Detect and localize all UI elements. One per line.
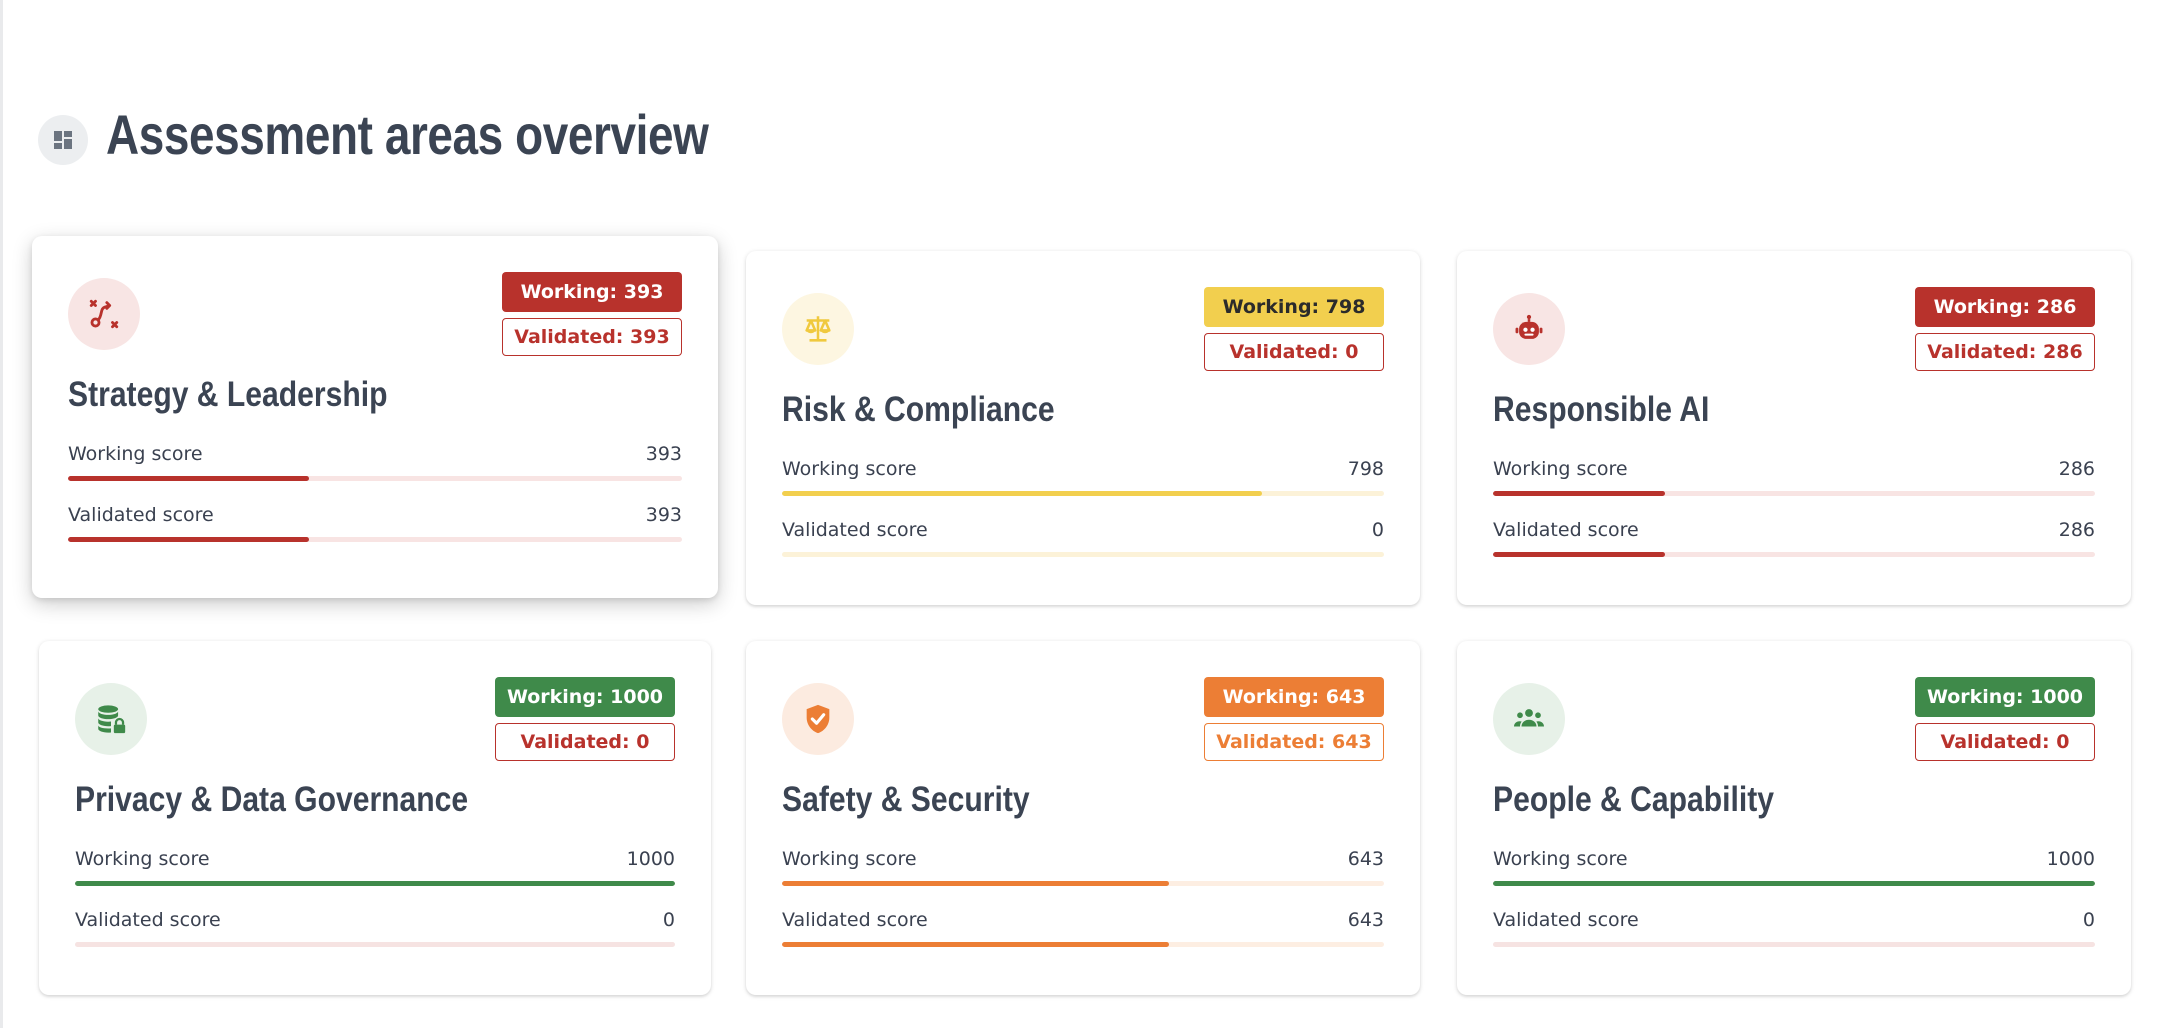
score-badges: Working: 286 Validated: 286 [1915, 287, 2095, 371]
validated-score-track [782, 942, 1384, 947]
validated-score-fill [68, 537, 310, 542]
working-score-value: 1000 [2046, 848, 2095, 870]
working-score-track [68, 476, 682, 481]
validated-score-label: Validated score [782, 519, 928, 541]
working-badge: Working: 286 [1915, 287, 2095, 327]
validated-score-track [782, 552, 1384, 557]
working-score-fill [75, 881, 675, 886]
working-score-label: Working score [1493, 848, 1628, 870]
score-badges: Working: 1000 Validated: 0 [1915, 677, 2095, 761]
strategy-icon [68, 278, 140, 350]
area-card-privacy-data-governance[interactable]: Working: 1000 Validated: 0 Privacy & Dat… [39, 641, 711, 995]
validated-score-track [68, 537, 682, 542]
validated-score-row: Validated score 286 [1493, 518, 2095, 557]
validated-score-row: Validated score 0 [1493, 908, 2095, 947]
area-title: Responsible AI [1493, 390, 1710, 429]
area-card-strategy-leadership[interactable]: Working: 393 Validated: 393 Strategy & L… [32, 236, 718, 598]
working-score-fill [1493, 491, 1666, 496]
working-badge: Working: 393 [502, 272, 682, 312]
working-score-track [782, 491, 1384, 496]
working-score-label: Working score [1493, 458, 1628, 480]
working-score-fill [782, 881, 1170, 886]
validated-badge: Validated: 286 [1915, 333, 2095, 371]
working-badge: Working: 643 [1204, 677, 1384, 717]
working-score-row: Working score 393 [68, 442, 682, 481]
area-card-risk-compliance[interactable]: Working: 798 Validated: 0 Risk & Complia… [746, 251, 1420, 605]
score-badges: Working: 1000 Validated: 0 [495, 677, 675, 761]
area-card-responsible-ai[interactable]: Working: 286 Validated: 286 Responsible … [1457, 251, 2131, 605]
working-badge: Working: 1000 [495, 677, 675, 717]
area-title: Privacy & Data Governance [75, 780, 469, 819]
working-score-row: Working score 286 [1493, 457, 2095, 496]
people-icon [1493, 683, 1565, 755]
validated-score-label: Validated score [75, 909, 221, 931]
working-score-value: 1000 [626, 848, 675, 870]
validated-score-value: 643 [1347, 909, 1384, 931]
validated-score-track [75, 942, 675, 947]
working-score-row: Working score 1000 [1493, 847, 2095, 886]
scales-icon [782, 293, 854, 365]
working-score-label: Working score [68, 443, 203, 465]
validated-score-label: Validated score [782, 909, 928, 931]
working-score-value: 798 [1347, 458, 1384, 480]
validated-badge: Validated: 393 [502, 318, 682, 356]
working-score-value: 393 [645, 443, 682, 465]
validated-score-row: Validated score 0 [75, 908, 675, 947]
dashboard-icon [38, 115, 88, 165]
validated-badge: Validated: 643 [1204, 723, 1384, 761]
page-header: Assessment areas overview [38, 92, 841, 176]
left-divider [0, 0, 3, 1028]
validated-score-track [1493, 552, 2095, 557]
validated-score-value: 286 [2058, 519, 2095, 541]
working-badge: Working: 798 [1204, 287, 1384, 327]
working-score-fill [1493, 881, 2095, 886]
validated-score-fill [782, 942, 1170, 947]
validated-score-row: Validated score 643 [782, 908, 1384, 947]
page-title: Assessment areas overview [106, 102, 709, 166]
area-title: Safety & Security [782, 780, 1030, 819]
area-card-safety-security[interactable]: Working: 643 Validated: 643 Safety & Sec… [746, 641, 1420, 995]
working-score-value: 643 [1347, 848, 1384, 870]
validated-score-row: Validated score 0 [782, 518, 1384, 557]
working-score-row: Working score 1000 [75, 847, 675, 886]
score-badges: Working: 798 Validated: 0 [1204, 287, 1384, 371]
working-badge: Working: 1000 [1915, 677, 2095, 717]
working-score-label: Working score [75, 848, 210, 870]
validated-score-label: Validated score [1493, 909, 1639, 931]
working-score-track [1493, 491, 2095, 496]
working-score-row: Working score 798 [782, 457, 1384, 496]
area-title: People & Capability [1493, 780, 1775, 819]
working-score-track [75, 881, 675, 886]
working-score-label: Working score [782, 458, 917, 480]
validated-score-row: Validated score 393 [68, 503, 682, 542]
validated-score-value: 0 [1371, 519, 1384, 541]
shield-check-icon [782, 683, 854, 755]
validated-badge: Validated: 0 [495, 723, 675, 761]
validated-score-value: 0 [2082, 909, 2095, 931]
validated-score-value: 393 [645, 504, 682, 526]
working-score-value: 286 [2058, 458, 2095, 480]
working-score-track [782, 881, 1384, 886]
working-score-fill [782, 491, 1263, 496]
robot-icon [1493, 293, 1565, 365]
database-lock-icon [75, 683, 147, 755]
validated-badge: Validated: 0 [1915, 723, 2095, 761]
area-title: Risk & Compliance [782, 390, 1055, 429]
working-score-label: Working score [782, 848, 917, 870]
validated-score-fill [1493, 552, 1666, 557]
validated-score-label: Validated score [68, 504, 214, 526]
working-score-track [1493, 881, 2095, 886]
score-badges: Working: 393 Validated: 393 [502, 272, 682, 356]
working-score-row: Working score 643 [782, 847, 1384, 886]
score-badges: Working: 643 Validated: 643 [1204, 677, 1384, 761]
working-score-fill [68, 476, 310, 481]
area-title: Strategy & Leadership [68, 375, 388, 414]
area-card-people-capability[interactable]: Working: 1000 Validated: 0 People & Capa… [1457, 641, 2131, 995]
validated-badge: Validated: 0 [1204, 333, 1384, 371]
validated-score-value: 0 [662, 909, 675, 931]
validated-score-track [1493, 942, 2095, 947]
validated-score-label: Validated score [1493, 519, 1639, 541]
